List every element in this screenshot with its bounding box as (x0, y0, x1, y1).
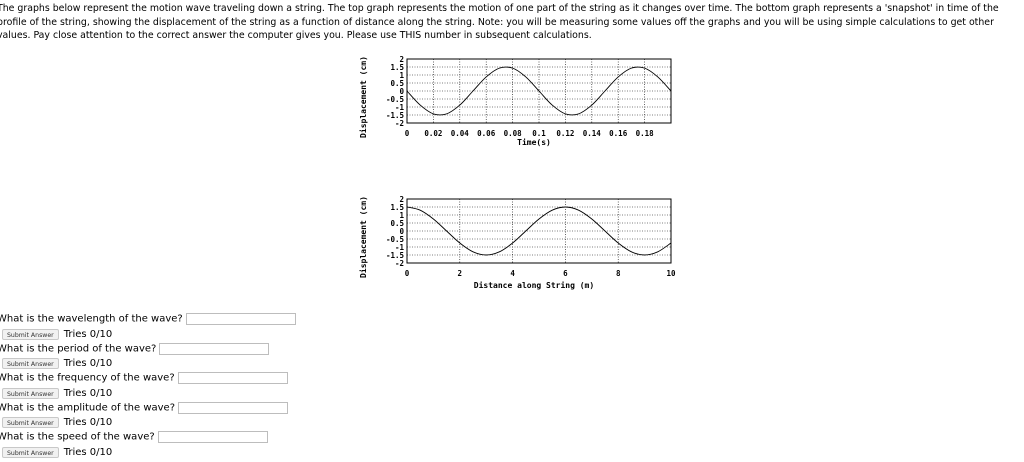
x-tick-label: 2 (458, 269, 463, 278)
x-tick-label: 0.14 (583, 129, 602, 138)
x-axis-label: Distance along String (m) (474, 280, 594, 290)
x-tick-label: 0.12 (556, 129, 574, 138)
wavelength-answer-input[interactable] (185, 313, 296, 325)
x-tick-label: 0.18 (636, 129, 655, 138)
submit-answer-button[interactable]: Submit Answer (2, 417, 59, 428)
submit-answer-button[interactable]: Submit Answer (2, 329, 59, 340)
instructions-text: The graphs below represent the motion wa… (0, 3, 999, 42)
y-tick-label: -1.5 (386, 111, 404, 120)
x-tick-label: 0.1 (532, 129, 546, 138)
question-wavelength: What is the wavelength of the wave? (0, 313, 296, 325)
y-tick-label: 0 (399, 227, 404, 236)
y-tick-label: -2 (395, 119, 404, 128)
time-graph-svg: 0 0.02 0.04 0.06 0.08 0.1 0.12 0.14 0.16 0.18 21.5… (358, 55, 672, 147)
tries-counter: Tries 0/10 (63, 417, 113, 428)
y-tick-label: 0.5 (390, 79, 404, 88)
y-tick-label: -2 (395, 259, 404, 268)
y-tick-label: 1 (399, 71, 404, 80)
y-tick-label: -0.5 (386, 235, 404, 244)
question-text: What is the frequency of the wave? (0, 372, 175, 384)
speed-answer-input[interactable] (157, 431, 268, 443)
x-tick-label: 0.06 (477, 129, 496, 138)
distance-graph: 0 2 4 6 8 10 2 1.5 1 0.5 0 -0.5 -1 -1.5 -2 Distance alo… (355, 185, 685, 309)
question-period: What is the period of the wave? (0, 343, 270, 355)
submit-answer-button[interactable]: Submit Answer (2, 358, 59, 369)
question-text: What is the amplitude of the wave? (0, 402, 176, 414)
tries-counter: Tries 0/10 (63, 329, 113, 340)
y-tick-label: 0 (399, 87, 404, 96)
x-tick-label: 0.04 (451, 129, 470, 138)
question-amplitude-actions: Submit Answer Tries 0/10 (2, 417, 112, 429)
y-tick-label: 1.5 (390, 203, 404, 212)
y-tick-label: 1.5 (390, 63, 404, 72)
x-tick-label: 10 (666, 269, 676, 278)
question-speed-actions: Submit Answer Tries 0/10 (2, 447, 112, 459)
x-tick-label: 4 (510, 269, 515, 278)
question-wavelength-actions: Submit Answer Tries 0/10 (2, 329, 112, 341)
question-text: What is the speed of the wave? (0, 431, 155, 443)
x-tick-label: 0 (405, 129, 410, 138)
x-tick-label: 0.08 (504, 129, 523, 138)
question-text: What is the period of the wave? (0, 343, 157, 355)
submit-answer-button[interactable]: Submit Answer (2, 447, 59, 458)
y-tick-label: 2 (399, 195, 404, 204)
frequency-answer-input[interactable] (177, 372, 288, 384)
x-tick-label: 0.02 (424, 129, 442, 138)
y-tick-label: 2 (399, 55, 404, 64)
y-axis-label: Displacement (cm) (358, 196, 368, 278)
x-tick-label: 8 (616, 269, 621, 278)
x-tick-label: 6 (563, 269, 568, 278)
y-tick-label: 0.5 (390, 219, 404, 228)
tries-counter: Tries 0/10 (63, 358, 113, 369)
question-period-actions: Submit Answer Tries 0/10 (2, 358, 112, 370)
y-axis-label: Displacement (cm) (358, 56, 368, 138)
question-amplitude: What is the amplitude of the wave? (0, 402, 289, 414)
tries-counter: Tries 0/10 (63, 388, 113, 399)
x-tick-label: 0.16 (609, 129, 628, 138)
series-line (406, 206, 672, 256)
tries-counter: Tries 0/10 (63, 447, 113, 458)
submit-answer-button[interactable]: Submit Answer (2, 388, 59, 399)
question-speed: What is the speed of the wave? (0, 431, 268, 443)
time-graph: 0 0.02 0.04 0.06 0.08 0.1 0.12 0.14 0.16 0.18 2 1.5… (355, 45, 685, 169)
series-line (406, 66, 672, 116)
y-tick-label: -1 (395, 103, 405, 112)
y-tick-label: -0.5 (386, 95, 404, 104)
amplitude-answer-input[interactable] (178, 402, 289, 414)
x-axis-label: Time(s) (517, 137, 551, 147)
y-tick-label: -1 (395, 243, 405, 252)
y-tick-label: -1.5 (386, 251, 404, 260)
question-text: What is the wavelength of the wave? (0, 313, 183, 325)
period-answer-input[interactable] (159, 343, 270, 355)
y-tick-label: 1 (399, 211, 404, 220)
x-tick-label: 0 (405, 269, 410, 278)
question-frequency: What is the frequency of the wave? (0, 372, 288, 384)
question-frequency-actions: Submit Answer Tries 0/10 (2, 388, 112, 400)
